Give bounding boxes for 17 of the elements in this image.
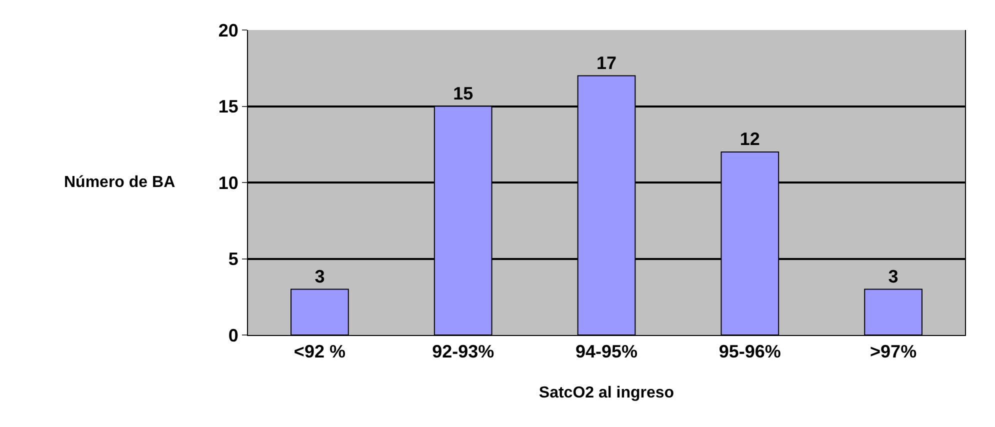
x-axis-title: SatcO2 al ingreso <box>538 384 674 402</box>
y-tick-label: 5 <box>228 249 238 270</box>
y-tick-label: 20 <box>218 20 238 40</box>
x-tick-label: 95-96% <box>718 342 781 362</box>
data-label: 17 <box>596 52 617 73</box>
y-tick-label: 0 <box>228 325 238 346</box>
y-axis-title: Número de BA <box>64 174 176 191</box>
data-label: 12 <box>740 129 760 149</box>
x-tick-label: 92-93% <box>432 342 494 362</box>
x-tick-label: 94-95% <box>575 342 638 362</box>
data-label: 3 <box>314 266 325 286</box>
y-tick-label: 15 <box>218 96 238 117</box>
x-tick-label: >97% <box>870 342 917 362</box>
y-tick-label: 10 <box>218 172 238 193</box>
data-label: 15 <box>453 83 474 104</box>
x-tick-label: <92 % <box>294 342 346 362</box>
data-label: 3 <box>888 266 898 286</box>
